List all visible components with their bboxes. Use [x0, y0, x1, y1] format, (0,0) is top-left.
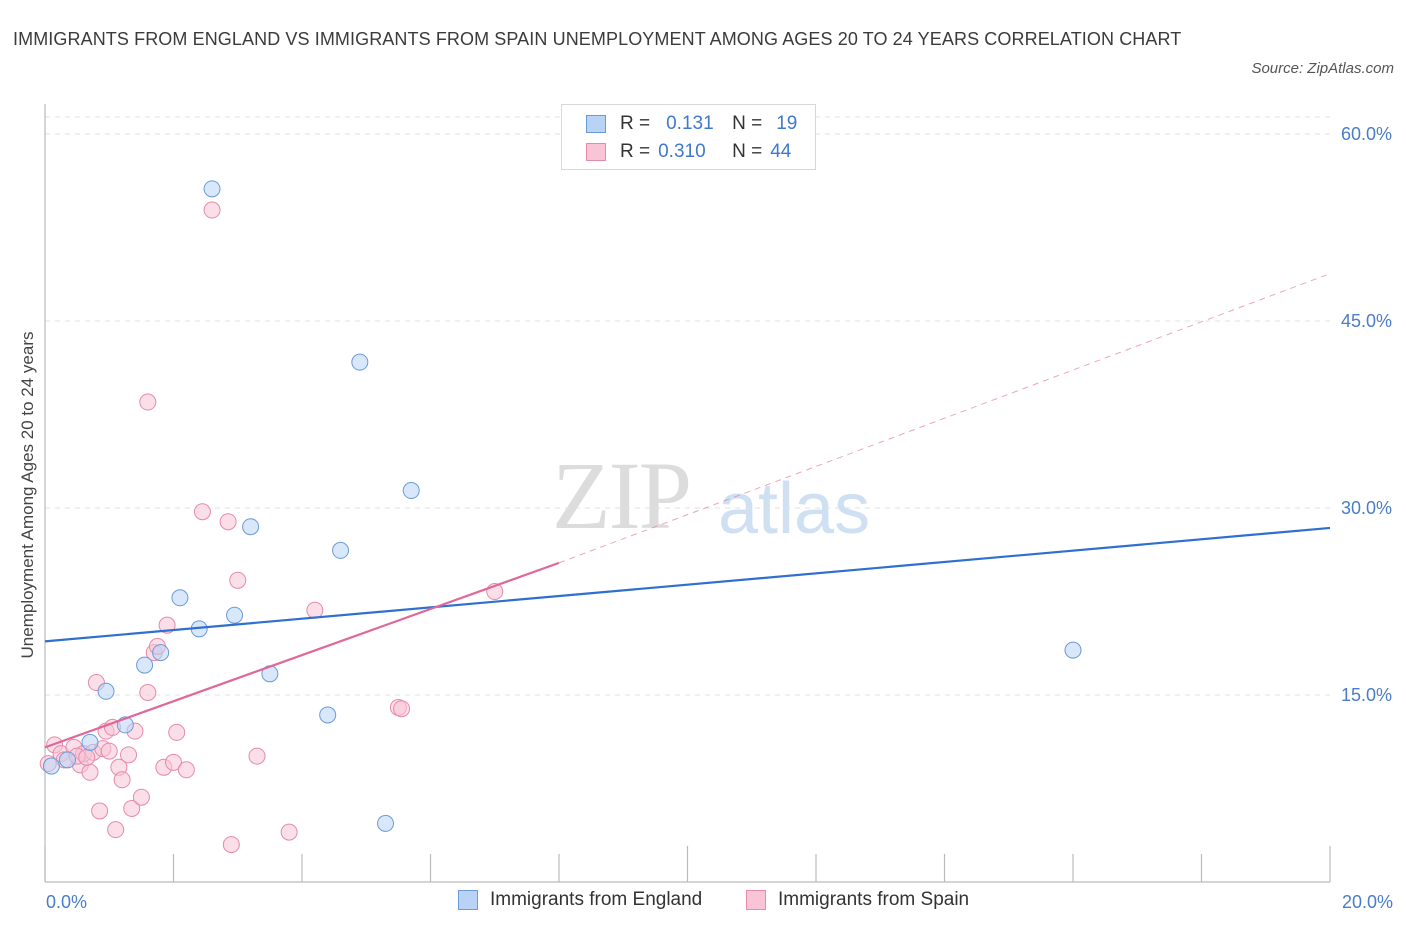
- spain-point: [120, 746, 138, 764]
- y-tick-label: 15.0%: [1341, 685, 1392, 705]
- watermark-atlas: atlas: [718, 469, 871, 549]
- spain-point: [219, 513, 237, 531]
- england-point: [97, 682, 115, 700]
- y-tick-label: 45.0%: [1341, 311, 1392, 331]
- england-point: [402, 482, 420, 500]
- england-point: [171, 589, 189, 607]
- spain-point: [91, 802, 109, 820]
- england-legend-swatch: [458, 890, 478, 910]
- spain-point: [139, 393, 157, 411]
- spain-point: [229, 571, 247, 589]
- england-point: [81, 733, 99, 751]
- england-point: [226, 606, 244, 624]
- england-n-value: 19: [776, 113, 798, 134]
- spain-point: [193, 503, 211, 521]
- spain-point: [203, 201, 221, 219]
- spain-legend-label: Immigrants from Spain: [778, 889, 970, 910]
- spain-point: [280, 823, 298, 841]
- spain-point: [81, 763, 99, 781]
- correlation-legend: R = 0.131 N = 19 R = 0.310 N = 44: [561, 104, 816, 170]
- england-point: [203, 180, 221, 198]
- spain-point: [393, 700, 411, 718]
- legend-item-england: Immigrants from England: [458, 889, 702, 911]
- england-point: [42, 757, 60, 775]
- spain-point: [78, 748, 96, 766]
- england-trend-line: [44, 526, 1331, 643]
- spain-point: [222, 836, 240, 854]
- legend-item-spain: Immigrants from Spain: [746, 889, 969, 911]
- england-point: [152, 644, 170, 662]
- spain-point: [100, 742, 118, 760]
- england-point: [332, 541, 350, 559]
- spain-point: [168, 723, 186, 741]
- legend-row-spain: R = 0.310 N = 44: [586, 139, 791, 165]
- spain-point: [248, 747, 266, 765]
- watermark-zip: ZIP: [552, 442, 692, 549]
- spain-point: [177, 761, 195, 779]
- n-label: N =: [732, 141, 763, 162]
- spain-point: [165, 753, 182, 771]
- spain-trend-extrapolation: [558, 273, 1331, 564]
- england-point: [58, 751, 76, 769]
- spain-point: [306, 601, 324, 619]
- england-r-value: 0.131: [666, 113, 714, 134]
- england-point: [136, 656, 154, 674]
- spain-point: [113, 771, 131, 789]
- england-point: [242, 518, 260, 536]
- england-swatch: [586, 115, 606, 133]
- series-legend: Immigrants from England Immigrants from …: [0, 889, 1406, 915]
- spain-legend-swatch: [746, 890, 766, 910]
- n-label: N =: [732, 113, 763, 134]
- spain-swatch: [586, 143, 606, 161]
- r-label: R =: [620, 113, 651, 134]
- england-point: [377, 814, 395, 832]
- x-tick-label: 20.0%: [1342, 892, 1393, 912]
- x-tick-label: 0.0%: [46, 892, 87, 912]
- england-point: [351, 353, 369, 371]
- england-point: [319, 706, 337, 724]
- england-point: [1064, 641, 1082, 659]
- legend-row-england: R = 0.131 N = 19: [586, 111, 797, 137]
- y-tick-label: 30.0%: [1341, 498, 1392, 518]
- chart-title: IMMIGRANTS FROM ENGLAND VS IMMIGRANTS FR…: [13, 29, 1182, 49]
- spain-point: [132, 788, 150, 806]
- england-legend-label: Immigrants from England: [490, 889, 703, 910]
- spain-point: [107, 821, 125, 839]
- spain-point: [139, 684, 157, 702]
- y-tick-label: 60.0%: [1341, 124, 1392, 144]
- spain-r-value: 0.310: [658, 141, 706, 162]
- spain-n-value: 44: [770, 141, 792, 162]
- spain-trend-line: [44, 561, 560, 749]
- spain-point: [123, 799, 141, 817]
- r-label: R =: [620, 141, 651, 162]
- source-label: Source: ZipAtlas.com: [1251, 60, 1394, 77]
